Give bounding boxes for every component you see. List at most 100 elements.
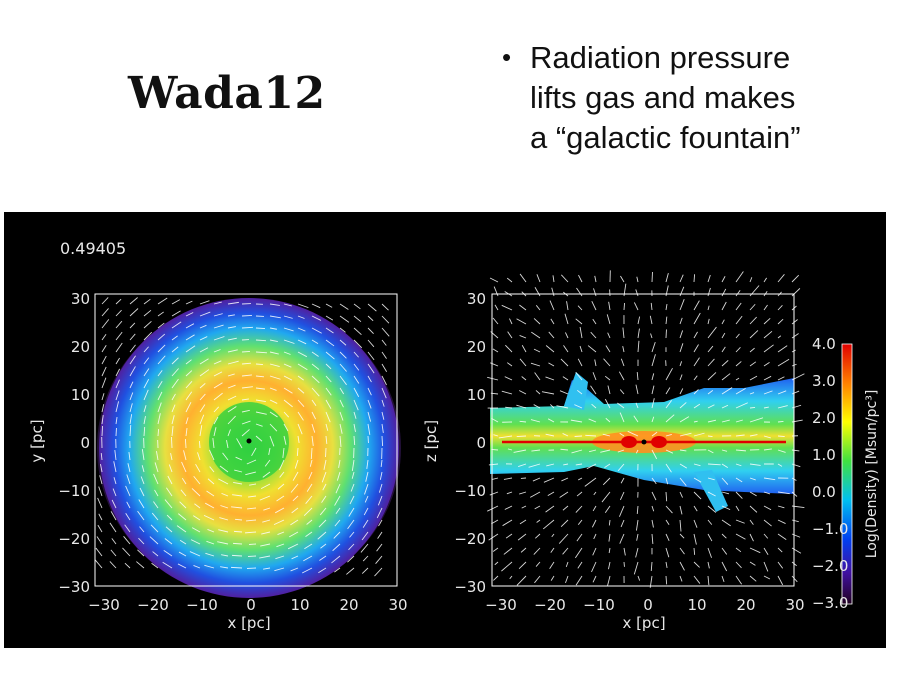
velocity-arrow: [269, 387, 277, 391]
fountain-plume-left: [564, 372, 588, 410]
velocity-arrow: [94, 559, 103, 569]
velocity-arrow: [162, 561, 173, 569]
velocity-arrow: [735, 387, 746, 395]
velocity-arrow: [199, 404, 206, 413]
velocity-arrow: [791, 463, 801, 468]
velocity-arrow: [591, 403, 597, 409]
velocity-arrow: [171, 368, 179, 377]
velocity-arrow: [518, 463, 527, 467]
velocity-arrow: [534, 372, 541, 381]
y-tick-label: 20: [71, 338, 90, 356]
velocity-arrow: [592, 575, 597, 583]
velocity-arrow: [199, 300, 210, 305]
velocity-arrow: [325, 363, 332, 370]
velocity-arrow: [181, 477, 187, 485]
velocity-arrow: [346, 567, 355, 575]
velocity-arrow: [199, 347, 209, 353]
velocity-arrow: [679, 463, 688, 469]
velocity-arrow: [735, 434, 745, 437]
velocity-arrow: [221, 554, 229, 557]
velocity-arrow: [556, 405, 569, 409]
velocity-arrow: [297, 315, 305, 319]
velocity-arrow: [545, 376, 555, 381]
velocity-arrow: [530, 362, 541, 367]
velocity-arrow: [535, 561, 541, 567]
y-tick-label: −10: [454, 482, 486, 500]
velocity-arrow: [649, 315, 653, 325]
velocity-arrow: [679, 533, 685, 539]
velocity-arrow: [262, 519, 271, 523]
velocity-arrow: [143, 416, 146, 425]
velocity-arrow: [763, 505, 772, 511]
velocity-arrow: [338, 459, 341, 468]
velocity-arrow: [627, 430, 639, 437]
velocity-arrow: [207, 528, 215, 533]
velocity-arrow: [100, 452, 103, 461]
velocity-arrow: [171, 321, 182, 329]
velocity-arrow: [693, 403, 701, 409]
velocity-arrow: [367, 399, 372, 409]
bullet-text: Radiation pressure lifts gas and makes a…: [530, 38, 801, 158]
velocity-arrow: [620, 358, 625, 367]
velocity-arrow: [550, 318, 555, 325]
velocity-arrow: [516, 318, 527, 325]
velocity-arrow: [353, 411, 357, 419]
velocity-arrow: [635, 289, 639, 297]
velocity-arrow: [519, 420, 527, 423]
velocity-arrow: [590, 331, 597, 339]
velocity-arrow: [590, 385, 597, 395]
velocity-arrow: [693, 312, 701, 325]
velocity-arrow: [245, 471, 257, 476]
velocity-arrow: [531, 449, 541, 452]
velocity-arrow: [791, 491, 798, 497]
velocity-arrow: [707, 345, 714, 353]
velocity-arrow: [721, 505, 731, 511]
velocity-arrow: [735, 533, 746, 540]
velocity-arrow: [353, 351, 359, 358]
velocity-arrow: [679, 274, 684, 283]
velocity-arrow: [721, 319, 725, 325]
velocity-arrow: [693, 375, 698, 381]
velocity-arrow: [297, 303, 309, 309]
velocity-arrow: [213, 313, 223, 317]
velocity-arrow: [381, 363, 388, 372]
velocity-arrow: [199, 425, 203, 437]
velocity-arrow: [490, 362, 499, 367]
velocity-arrow: [520, 547, 527, 553]
velocity-arrow: [545, 505, 555, 513]
velocity-arrow: [559, 491, 569, 498]
velocity-arrow: [707, 390, 714, 395]
velocity-arrow: [604, 375, 611, 381]
velocity-arrow: [679, 519, 682, 532]
x-tick-label: 20: [736, 596, 755, 614]
velocity-arrow: [115, 417, 118, 425]
velocity-arrow: [339, 435, 342, 447]
velocity-arrow: [493, 434, 499, 437]
velocity-arrow: [101, 404, 105, 413]
velocity-arrow: [259, 495, 271, 501]
velocity-arrow: [735, 505, 740, 512]
velocity-arrow: [325, 351, 335, 360]
velocity-arrow: [665, 575, 668, 585]
velocity-arrow: [604, 398, 611, 409]
velocity-arrow: [619, 389, 625, 395]
velocity-arrow: [171, 404, 176, 413]
velocity-arrow: [721, 373, 731, 381]
velocity-arrow: [381, 435, 384, 447]
bullet-item: • Radiation pressure lifts gas and makes…: [502, 38, 882, 158]
velocity-arrow: [311, 375, 320, 384]
velocity-arrow: [129, 392, 134, 401]
velocity-arrow: [721, 332, 726, 339]
velocity-arrow: [735, 289, 741, 297]
velocity-arrow: [693, 389, 699, 395]
velocity-arrow: [311, 351, 319, 357]
velocity-arrow: [339, 411, 344, 421]
velocity-arrow: [547, 418, 555, 423]
velocity-arrow: [493, 575, 499, 581]
velocity-arrow: [504, 505, 513, 510]
velocity-arrow: [157, 311, 164, 317]
velocity-arrow: [141, 465, 145, 473]
velocity-arrow: [222, 452, 229, 461]
velocity-arrow: [141, 449, 145, 461]
velocity-arrow: [283, 327, 294, 332]
